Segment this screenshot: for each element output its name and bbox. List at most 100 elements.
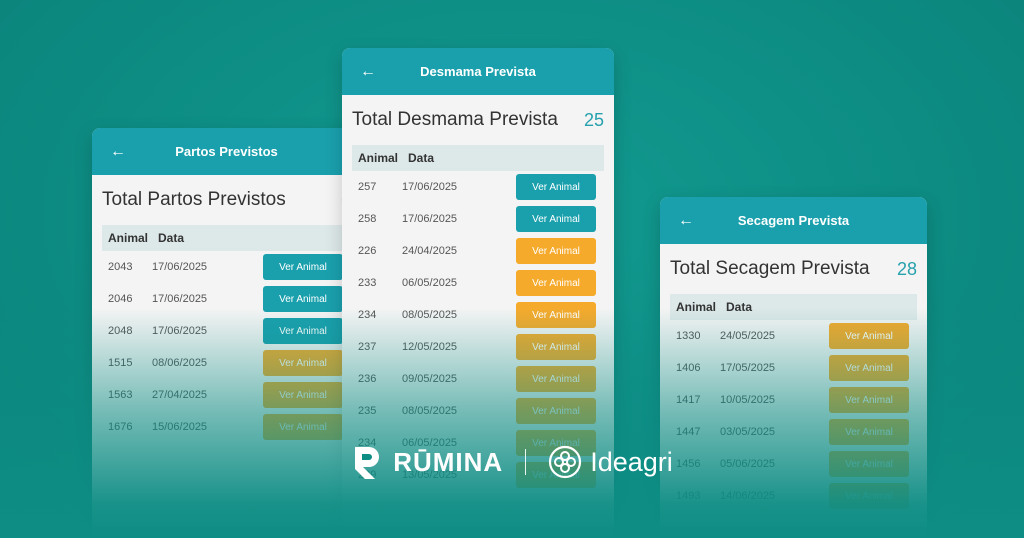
- ideagri-wordmark: Ideagri: [590, 446, 673, 477]
- rumina-mark-icon: [355, 447, 380, 479]
- ideagri-mark-icon: [549, 445, 582, 479]
- animal-id: 1330: [676, 330, 701, 342]
- animal-id: 1417: [676, 394, 701, 406]
- animal-id: 233: [358, 277, 377, 289]
- animal-date: 08/05/2025: [402, 309, 458, 321]
- ideagri-logo: Ideagri: [548, 445, 673, 479]
- col-animal: Animal: [676, 300, 717, 314]
- animal-id: 1515: [108, 357, 133, 369]
- brand-logos: RŪMINA Ideagri: [0, 443, 1024, 481]
- animal-id: 257: [358, 181, 377, 193]
- ver-animal-button[interactable]: Ver Animal: [263, 350, 343, 376]
- col-data: Data: [726, 300, 753, 314]
- animal-date: 17/06/2025: [402, 181, 458, 193]
- animal-id: 2048: [108, 325, 133, 337]
- secagem-total-label: Total Secagem Prevista: [670, 258, 870, 279]
- desmama-title: Desmama Prevista: [420, 64, 536, 79]
- ver-animal-button[interactable]: Ver Animal: [516, 366, 596, 392]
- col-animal: Animal: [358, 151, 399, 165]
- animal-date: 17/06/2025: [152, 293, 208, 305]
- secagem-total: Total Secagem Prevista 28: [660, 244, 927, 294]
- ver-animal-button[interactable]: Ver Animal: [263, 382, 343, 408]
- ver-animal-button[interactable]: Ver Animal: [516, 174, 596, 200]
- ver-animal-button[interactable]: Ver Animal: [829, 355, 909, 381]
- table-row: 226 24/04/2025 Ver Animal: [352, 235, 604, 267]
- animal-id: 1493: [676, 490, 701, 502]
- animal-date: 08/05/2025: [402, 405, 458, 417]
- animal-id: 235: [358, 405, 377, 417]
- partos-header: ← Partos Previstos: [92, 128, 361, 175]
- ver-animal-button[interactable]: Ver Animal: [516, 238, 596, 264]
- logo-divider: [525, 449, 527, 475]
- animal-date: 17/06/2025: [402, 213, 458, 225]
- animal-id: 2046: [108, 293, 133, 305]
- col-animal: Animal: [108, 231, 149, 245]
- animal-id: 234: [358, 309, 377, 321]
- secagem-prevista-card: ← Secagem Prevista Total Secagem Previst…: [660, 197, 927, 538]
- animal-date: 24/05/2025: [720, 330, 776, 342]
- rumina-wordmark: RŪMINA: [393, 446, 504, 477]
- table-row: 1493 14/06/2025 Ver Animal: [670, 480, 917, 512]
- ver-animal-button[interactable]: Ver Animal: [263, 414, 343, 440]
- animal-date: 03/05/2025: [720, 426, 776, 438]
- animal-date: 15/06/2025: [152, 421, 208, 433]
- table-row: 257 17/06/2025 Ver Animal: [352, 171, 604, 203]
- back-arrow-icon[interactable]: ←: [360, 62, 376, 80]
- rumina-logo: RŪMINA: [351, 443, 503, 481]
- desmama-header: ← Desmama Prevista: [342, 48, 614, 95]
- back-arrow-icon[interactable]: ←: [110, 142, 126, 160]
- table-row: 2046 17/06/2025 Ver Animal: [102, 283, 351, 315]
- secagem-title: Secagem Prevista: [737, 213, 850, 228]
- table-row: 2048 17/06/2025 Ver Animal: [102, 315, 351, 347]
- animal-date: 27/04/2025: [152, 389, 208, 401]
- animal-date: 08/06/2025: [152, 357, 208, 369]
- partos-title: Partos Previstos: [175, 144, 278, 159]
- ver-animal-button[interactable]: Ver Animal: [829, 387, 909, 413]
- back-arrow-icon[interactable]: ←: [678, 211, 694, 229]
- table-row: 234 08/05/2025 Ver Animal: [352, 299, 604, 331]
- ver-animal-button[interactable]: Ver Animal: [829, 419, 909, 445]
- animal-id: 226: [358, 245, 377, 257]
- ver-animal-button[interactable]: Ver Animal: [516, 334, 596, 360]
- ver-animal-button[interactable]: Ver Animal: [263, 286, 343, 312]
- table-row: 1515 08/06/2025 Ver Animal: [102, 347, 351, 379]
- secagem-table-header: Animal Data: [670, 294, 917, 320]
- animal-id: 237: [358, 341, 377, 353]
- animal-date: 17/05/2025: [720, 362, 776, 374]
- ver-animal-button[interactable]: Ver Animal: [516, 398, 596, 424]
- table-row: 1330 24/05/2025 Ver Animal: [670, 320, 917, 352]
- table-row: 236 09/05/2025 Ver Animal: [352, 363, 604, 395]
- ver-animal-button[interactable]: Ver Animal: [829, 323, 909, 349]
- table-row: 1676 15/06/2025 Ver Animal: [102, 411, 351, 443]
- table-row: 237 12/05/2025 Ver Animal: [352, 331, 604, 363]
- secagem-header: ← Secagem Prevista: [660, 197, 927, 244]
- ver-animal-button[interactable]: Ver Animal: [516, 270, 596, 296]
- ver-animal-button[interactable]: Ver Animal: [516, 302, 596, 328]
- animal-id: 1406: [676, 362, 701, 374]
- ver-animal-button[interactable]: Ver Animal: [263, 318, 343, 344]
- secagem-rows: 1330 24/05/2025 Ver Animal 1406 17/05/2025 Ve…: [660, 320, 927, 512]
- desmama-total: Total Desmama Prevista 25: [342, 95, 614, 145]
- animal-id: 1563: [108, 389, 133, 401]
- desmama-table-header: Animal Data: [352, 145, 604, 171]
- animal-date: 14/06/2025: [720, 490, 776, 502]
- col-data: Data: [408, 151, 435, 165]
- animal-id: 2043: [108, 261, 133, 273]
- ver-animal-button[interactable]: Ver Animal: [263, 254, 343, 280]
- animal-date: 09/05/2025: [402, 373, 458, 385]
- partos-total: Total Partos Previstos 6: [92, 175, 361, 225]
- partos-total-label: Total Partos Previstos: [102, 189, 286, 210]
- ver-animal-button[interactable]: Ver Animal: [516, 206, 596, 232]
- animal-date: 17/06/2025: [152, 261, 208, 273]
- table-row: 1406 17/05/2025 Ver Animal: [670, 352, 917, 384]
- partos-table-header: Animal Data: [102, 225, 351, 251]
- ver-animal-button[interactable]: Ver Animal: [829, 483, 909, 509]
- table-row: 1417 10/05/2025 Ver Animal: [670, 384, 917, 416]
- desmama-total-label: Total Desmama Prevista: [352, 109, 558, 130]
- animal-id: 1676: [108, 421, 133, 433]
- animal-id: 1447: [676, 426, 701, 438]
- animal-date: 24/04/2025: [402, 245, 458, 257]
- animal-id: 258: [358, 213, 377, 225]
- table-row: 1563 27/04/2025 Ver Animal: [102, 379, 351, 411]
- animal-date: 10/05/2025: [720, 394, 776, 406]
